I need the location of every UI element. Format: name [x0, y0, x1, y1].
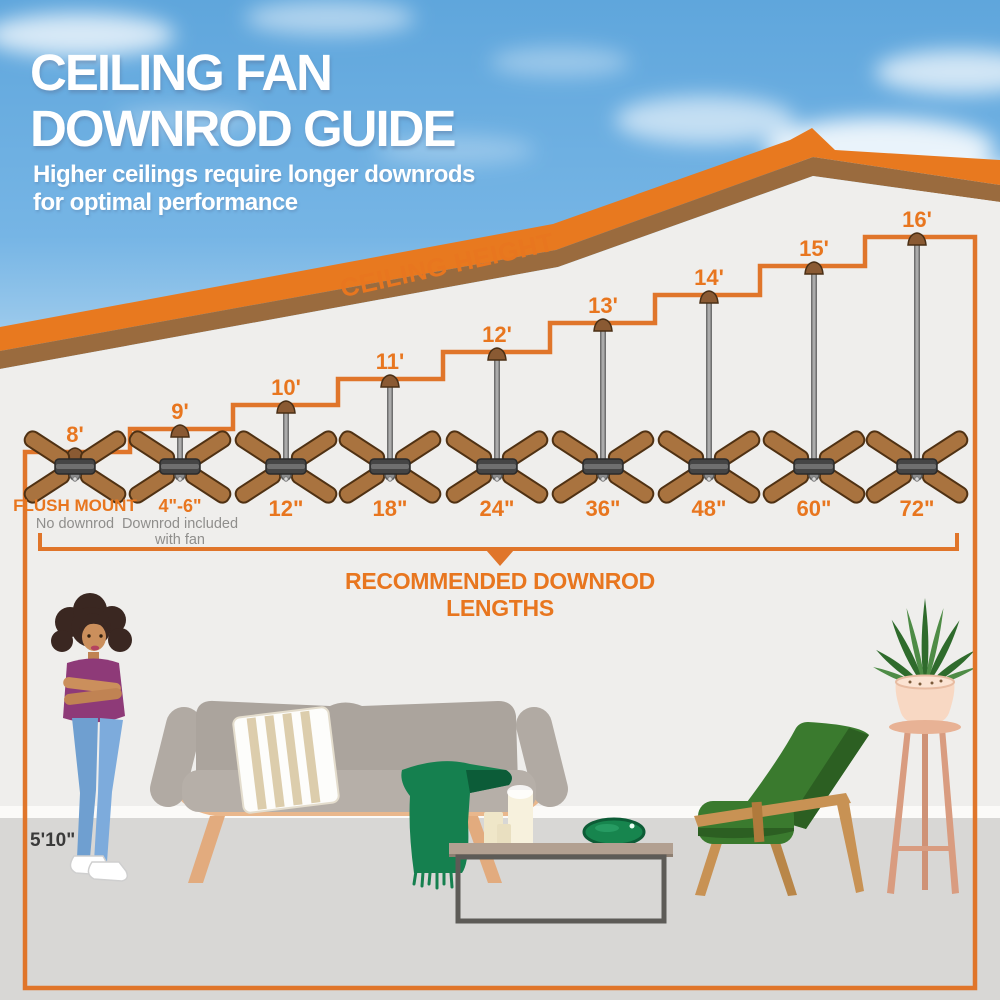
plant-stand: [873, 598, 977, 894]
downrod-label-72in: 72": [899, 496, 935, 521]
ceiling-label-16ft: 16': [902, 207, 932, 232]
downrod-label-48in: 48": [691, 496, 727, 521]
coffee-table: [449, 785, 673, 924]
downrod-label-18in: 18": [372, 496, 408, 521]
ceiling-label-14ft: 14': [694, 265, 724, 290]
page-subtitle-line2: for optimal performance: [33, 189, 298, 216]
page-subtitle-line1: Higher ceilings require longer downrods: [33, 161, 475, 188]
page-title-line1: CEILING FAN: [30, 44, 333, 101]
downrod-label-12in: 12": [268, 496, 304, 521]
downrod-label-36in: 36": [585, 496, 621, 521]
woman-illustration: [51, 593, 132, 882]
roof: [0, 128, 1000, 369]
downrod-label-flush: FLUSH MOUNT: [13, 496, 137, 515]
sofa: [150, 700, 568, 890]
downrod-note-flush: No downrod: [35, 516, 115, 532]
downrod-label-60in: 60": [796, 496, 832, 521]
page-title-line2: DOWNROD GUIDE: [30, 100, 456, 157]
ceiling-label-11ft: 11': [375, 349, 405, 374]
downrod-label-4-6in: 4"-6": [158, 496, 202, 516]
recommended-downrod-lengths-label: RECOMMENDED DOWNROD LENGTHS: [345, 568, 655, 621]
ceiling-label-9ft: 9': [171, 399, 189, 424]
ceiling-fans: [20, 232, 971, 507]
ceiling-label-13ft: 13': [588, 293, 618, 318]
downrod-label-24in: 24": [479, 496, 515, 521]
downrod-note-4-6in: Downrod included with fan: [121, 516, 239, 548]
ceiling-label-12ft: 12': [482, 322, 512, 347]
ceiling-label-8ft: 8': [66, 422, 84, 447]
armchair: [694, 722, 869, 896]
ceiling-height-staircase: [22, 234, 978, 991]
person-height-label: 5'10": [30, 830, 76, 851]
downrod-length-bracket: [38, 533, 959, 566]
ceiling-label-10ft: 10': [271, 375, 301, 400]
arrow-down-icon: [486, 550, 514, 566]
ceiling-label-15ft: 15': [799, 236, 829, 261]
